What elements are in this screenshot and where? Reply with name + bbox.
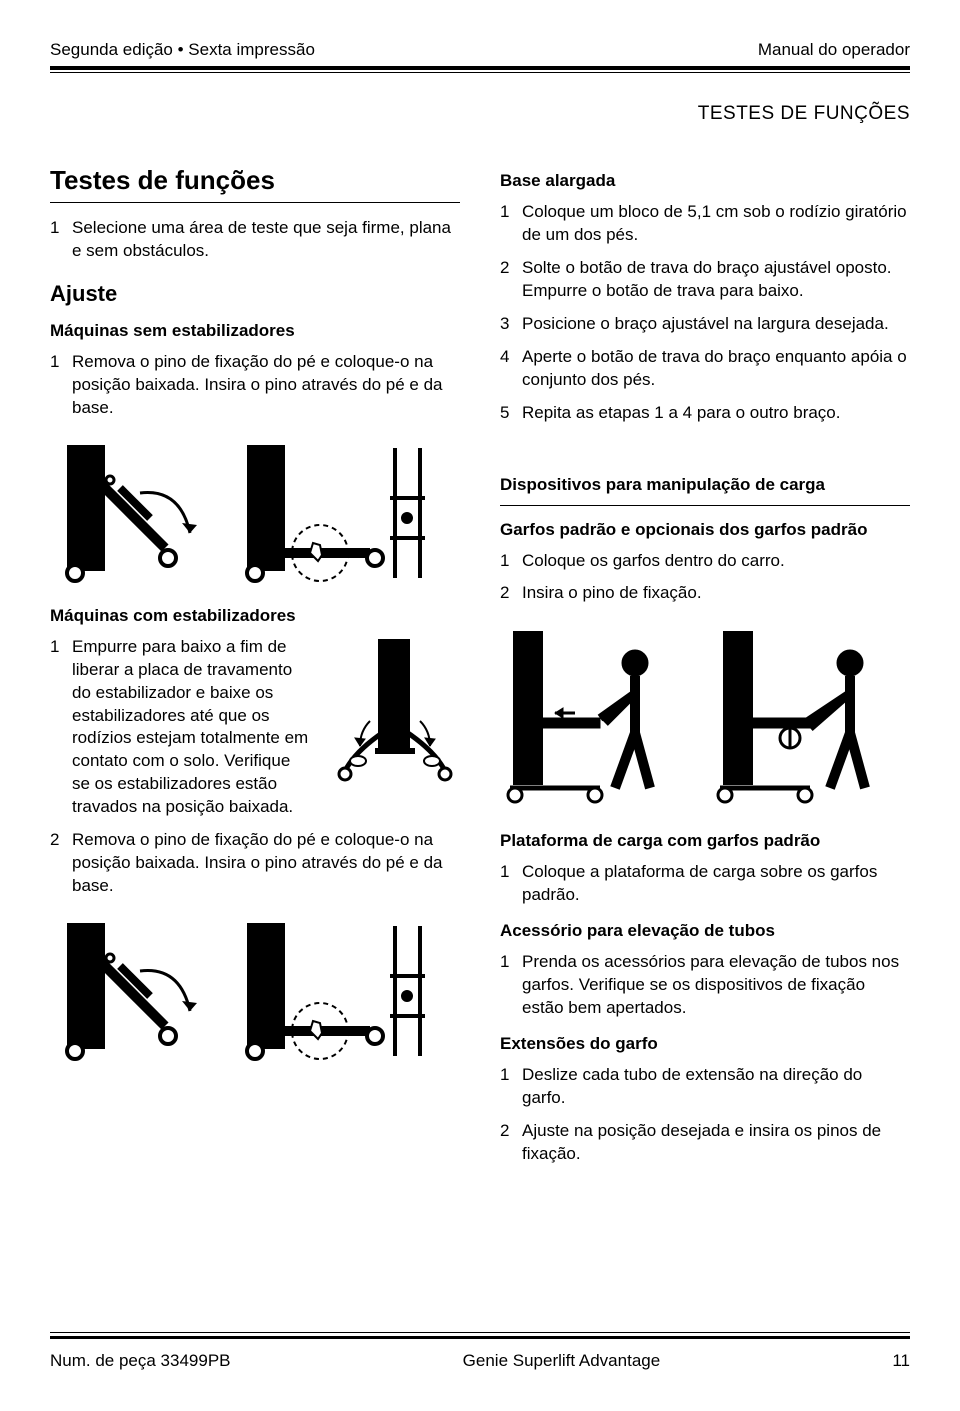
item-text: Remova o pino de fixação do pé e coloque… bbox=[72, 351, 460, 420]
item-number: 2 bbox=[500, 1120, 522, 1166]
sem-estab-list: 1 Remova o pino de fixação do pé e coloq… bbox=[50, 351, 460, 420]
list-item: 1 Coloque a plataforma de carga sobre os… bbox=[500, 861, 910, 907]
footer-center: Genie Superlift Advantage bbox=[463, 1351, 661, 1371]
item-text: Solte o botão de trava do braço ajustáve… bbox=[522, 257, 910, 303]
item-number: 1 bbox=[500, 1064, 522, 1110]
illustration-leg-lower bbox=[50, 438, 460, 588]
left-column: Testes de funções 1 Selecione uma área d… bbox=[50, 165, 460, 1176]
heading-extensoes: Extensões do garfo bbox=[500, 1034, 910, 1054]
item-text: Coloque a plataforma de carga sobre os g… bbox=[522, 861, 910, 907]
item-text: Deslize cada tubo de extensão na direção… bbox=[522, 1064, 910, 1110]
heading-plataforma: Plataforma de carga com garfos padrão bbox=[500, 831, 910, 851]
list-item: 1 Empurre para baixo a fim de liberar a … bbox=[50, 636, 310, 820]
com-estab-text: 1 Empurre para baixo a fim de liberar a … bbox=[50, 636, 310, 830]
item-number: 1 bbox=[500, 951, 522, 1020]
item-number: 2 bbox=[500, 582, 522, 605]
list-item: 2 Solte o botão de trava do braço ajustá… bbox=[500, 257, 910, 303]
item-number: 1 bbox=[500, 861, 522, 907]
list-item: 1 Coloque um bloco de 5,1 cm sob o rodíz… bbox=[500, 201, 910, 247]
item-number: 1 bbox=[50, 636, 72, 820]
section-title: TESTES DE FUNÇÕES bbox=[50, 103, 910, 125]
footer-rule-thin bbox=[50, 1332, 910, 1333]
heading-sem-estab: Máquinas sem estabilizadores bbox=[50, 321, 460, 341]
item-text: Remova o pino de fixação do pé e coloque… bbox=[72, 829, 460, 898]
item-number: 2 bbox=[500, 257, 522, 303]
intro-list: 1 Selecione uma área de teste que seja f… bbox=[50, 217, 460, 263]
item-number: 1 bbox=[50, 351, 72, 420]
list-item: 3 Posicione o braço ajustável na largura… bbox=[500, 313, 910, 336]
item-number: 4 bbox=[500, 346, 522, 392]
disp-underline bbox=[500, 505, 910, 506]
heading-garfos: Garfos padrão e opcionais dos garfos pad… bbox=[500, 520, 910, 540]
plataforma-list: 1 Coloque a plataforma de carga sobre os… bbox=[500, 861, 910, 907]
right-column: Base alargada 1 Coloque um bloco de 5,1 … bbox=[500, 165, 910, 1176]
extensoes-list: 1 Deslize cada tubo de extensão na direç… bbox=[500, 1064, 910, 1166]
header-left: Segunda edição • Sexta impressão bbox=[50, 40, 315, 60]
heading-testes: Testes de funções bbox=[50, 165, 460, 196]
list-item: 5 Repita as etapas 1 a 4 para o outro br… bbox=[500, 402, 910, 425]
list-item: 1 Remova o pino de fixação do pé e coloq… bbox=[50, 351, 460, 420]
item-number: 3 bbox=[500, 313, 522, 336]
item-text: Empurre para baixo a fim de liberar a pl… bbox=[72, 636, 310, 820]
list-item: 1 Deslize cada tubo de extensão na direç… bbox=[500, 1064, 910, 1110]
header-right: Manual do operador bbox=[758, 40, 910, 60]
footer-right: 11 bbox=[892, 1351, 910, 1371]
item-text: Repita as etapas 1 a 4 para o outro braç… bbox=[522, 402, 910, 425]
list-item: 2 Insira o pino de fixação. bbox=[500, 582, 910, 605]
page-footer: Num. de peça 33499PB Genie Superlift Adv… bbox=[50, 1332, 910, 1371]
heading-underline bbox=[50, 202, 460, 203]
com-estab-list-2: 2 Remova o pino de fixação do pé e coloq… bbox=[50, 829, 460, 898]
illustration-forks bbox=[500, 623, 910, 813]
item-number: 1 bbox=[500, 201, 522, 247]
item-number: 2 bbox=[50, 829, 72, 898]
item-text: Ajuste na posição desejada e insira os p… bbox=[522, 1120, 910, 1166]
item-text: Posicione o braço ajustável na largura d… bbox=[522, 313, 910, 336]
list-item: 4 Aperte o botão de trava do braço enqua… bbox=[500, 346, 910, 392]
list-item: 1 Selecione uma área de teste que seja f… bbox=[50, 217, 460, 263]
page-header: Segunda edição • Sexta impressão Manual … bbox=[50, 40, 910, 66]
heading-base-alargada: Base alargada bbox=[500, 171, 910, 191]
list-item: 2 Ajuste na posição desejada e insira os… bbox=[500, 1120, 910, 1166]
footer-rule-thick bbox=[50, 1336, 910, 1339]
header-rule-thick bbox=[50, 66, 910, 70]
base-list: 1 Coloque um bloco de 5,1 cm sob o rodíz… bbox=[500, 201, 910, 425]
com-estab-row: 1 Empurre para baixo a fim de liberar a … bbox=[50, 636, 460, 830]
item-text: Insira o pino de fixação. bbox=[522, 582, 910, 605]
item-number: 1 bbox=[500, 550, 522, 573]
heading-com-estab: Máquinas com estabilizadores bbox=[50, 606, 460, 626]
heading-ajuste: Ajuste bbox=[50, 281, 460, 307]
item-text: Selecione uma área de teste que seja fir… bbox=[72, 217, 460, 263]
list-item: 2 Remova o pino de fixação do pé e coloq… bbox=[50, 829, 460, 898]
item-text: Prenda os acessórios para elevação de tu… bbox=[522, 951, 910, 1020]
header-rule-thin bbox=[50, 72, 910, 73]
illustration-leg-lower-2 bbox=[50, 916, 460, 1066]
illustration-stabilizer bbox=[330, 636, 460, 791]
item-text: Coloque os garfos dentro do carro. bbox=[522, 550, 910, 573]
list-item: 1 Prenda os acessórios para elevação de … bbox=[500, 951, 910, 1020]
footer-left: Num. de peça 33499PB bbox=[50, 1351, 231, 1371]
item-number: 5 bbox=[500, 402, 522, 425]
content-columns: Testes de funções 1 Selecione uma área d… bbox=[50, 165, 910, 1176]
list-item: 1 Coloque os garfos dentro do carro. bbox=[500, 550, 910, 573]
item-text: Coloque um bloco de 5,1 cm sob o rodízio… bbox=[522, 201, 910, 247]
item-text: Aperte o botão de trava do braço enquant… bbox=[522, 346, 910, 392]
garfos-list: 1 Coloque os garfos dentro do carro. 2 I… bbox=[500, 550, 910, 606]
acessorio-list: 1 Prenda os acessórios para elevação de … bbox=[500, 951, 910, 1020]
heading-acessorio: Acessório para elevação de tubos bbox=[500, 921, 910, 941]
item-number: 1 bbox=[50, 217, 72, 263]
heading-dispositivos: Dispositivos para manipulação de carga bbox=[500, 475, 910, 495]
footer-line: Num. de peça 33499PB Genie Superlift Adv… bbox=[50, 1351, 910, 1371]
